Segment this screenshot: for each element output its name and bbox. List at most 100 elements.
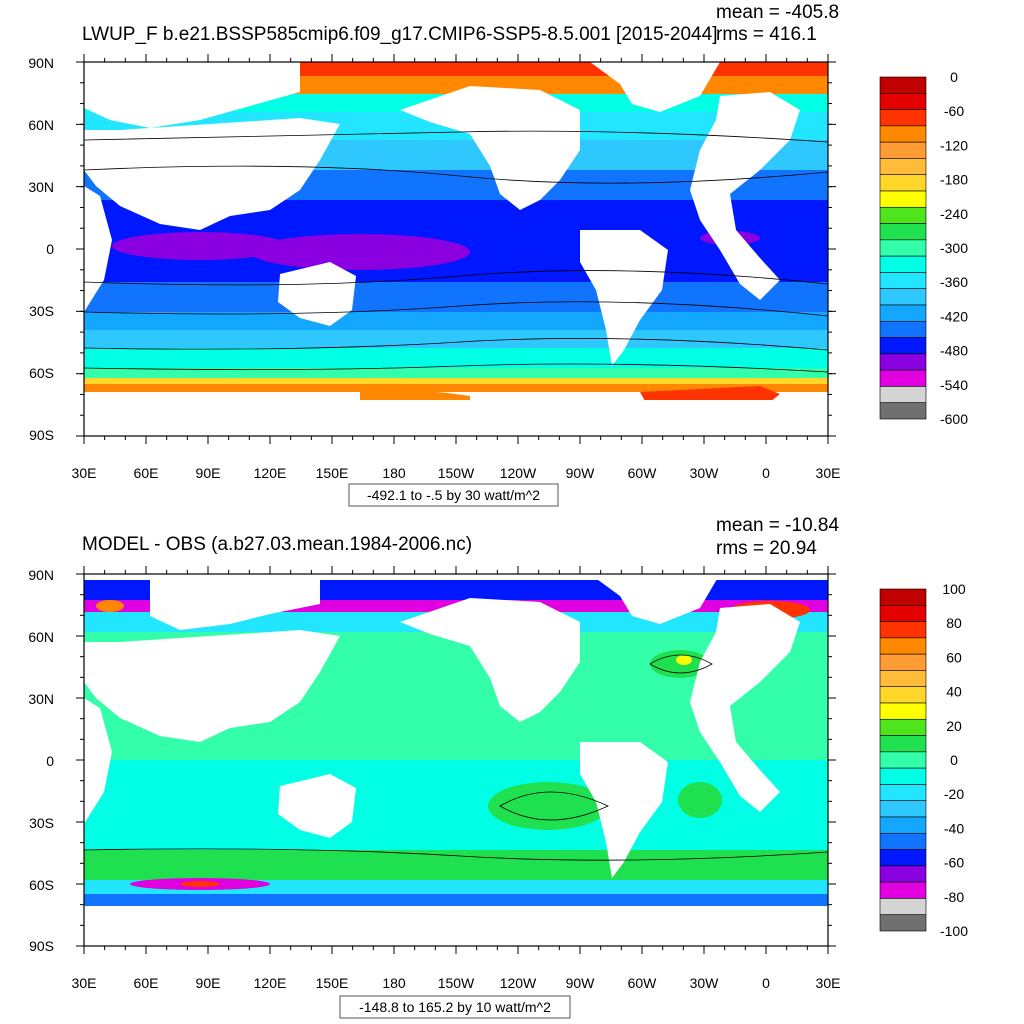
colorbar-label: 0: [950, 752, 958, 768]
bottom-colorbar: 100 80 60 40 20 0 -20 -40 -60 -80 -100: [879, 581, 968, 939]
lon-label: 120W: [500, 465, 537, 481]
lon-label: 60E: [134, 465, 159, 481]
colorbar-swatch: [879, 288, 927, 306]
colorbar-swatch: [879, 125, 927, 143]
top-panel-mean: mean = -405.8: [716, 2, 839, 23]
colorbar-swatch: [879, 865, 927, 883]
lon-label: 150W: [438, 975, 475, 991]
colorbar-swatch: [879, 239, 927, 257]
colorbar-label: -100: [940, 923, 968, 939]
colorbar-swatch: [879, 190, 927, 208]
colorbar-swatch: [879, 621, 927, 639]
bottom-panel-mean: mean = -10.84: [716, 515, 839, 536]
lat-label-60n: 60N: [28, 629, 54, 645]
lat-label-30s: 30S: [29, 303, 54, 319]
colorbar-label: -120: [940, 137, 968, 153]
lat-label-30n: 30N: [28, 691, 54, 707]
lat-label-90n: 90N: [28, 55, 54, 71]
bottom-lon-labels: 30E 60E 90E 120E 150E 180 150W 120W 90W 60W 30W 0 30…: [72, 975, 841, 991]
bottom-panel-rms: rms = 20.94: [716, 538, 817, 559]
bottom-range-box: [339, 995, 571, 1019]
colorbar-swatch: [879, 109, 927, 127]
colorbar-swatch: [879, 735, 927, 753]
colorbar-label: 0: [950, 69, 958, 85]
colorbar-swatch: [879, 702, 927, 720]
colorbar-label: 40: [946, 684, 962, 700]
colorbar-label: -420: [940, 308, 968, 324]
top-lat-labels: 90N 60N 30N 0 30S 60S 90S: [28, 55, 54, 443]
colorbar-swatch: [879, 670, 927, 688]
colorbar-swatch: [879, 849, 927, 867]
colorbar-swatch: [879, 784, 927, 802]
bottom-panel-title: MODEL - OBS (a.b27.03.mean.1984-2006.nc): [82, 534, 472, 555]
lon-label: 30W: [690, 465, 720, 481]
lon-label: 90E: [196, 975, 221, 991]
lon-label: 60W: [628, 465, 658, 481]
colorbar-swatch: [879, 206, 927, 224]
top-panel-rms: rms = 416.1: [716, 24, 817, 45]
lon-label: 30E: [816, 975, 841, 991]
bottom-panel: MODEL - OBS (a.b27.03.mean.1984-2006.nc)…: [28, 515, 968, 1019]
colorbar-swatch: [879, 337, 927, 355]
lon-label: 120E: [254, 465, 287, 481]
colorbar-swatch: [879, 223, 927, 241]
lon-label: 180: [382, 465, 406, 481]
top-map-ticks: [76, 54, 836, 444]
colorbar-swatch: [879, 304, 927, 322]
colorbar-swatch: [879, 881, 927, 899]
lon-label: 30E: [72, 975, 97, 991]
top-range-caption: -492.1 to -.5 by 30 watt/m^2: [367, 487, 540, 503]
lon-label: 60W: [628, 975, 658, 991]
colorbar-swatch: [879, 653, 927, 671]
colorbar-swatch: [879, 402, 927, 420]
lat-label-90n: 90N: [28, 567, 54, 583]
lat-label-60n: 60N: [28, 117, 54, 133]
lat-label-0: 0: [46, 753, 54, 769]
colorbar-swatch: [879, 92, 927, 110]
lon-label: 120W: [500, 975, 537, 991]
bottom-map-ticks: [76, 566, 836, 954]
colorbar-label: -300: [940, 240, 968, 256]
colorbar-swatch: [879, 158, 927, 176]
colorbar-swatch: [879, 320, 927, 338]
lat-label-30n: 30N: [28, 179, 54, 195]
colorbar-label: 60: [946, 649, 962, 665]
lon-label: 120E: [254, 975, 287, 991]
lon-label: 30W: [690, 975, 720, 991]
top-panel: LWUP_F b.e21.BSSP585cmip6.f09_g17.CMIP6-…: [28, 2, 968, 507]
colorbar-swatch: [879, 588, 927, 606]
colorbar-swatch: [879, 272, 927, 290]
top-panel-title: LWUP_F b.e21.BSSP585cmip6.f09_g17.CMIP6-…: [82, 24, 717, 45]
lat-label-60s: 60S: [29, 877, 54, 893]
lon-label: 0: [762, 465, 770, 481]
colorbar-swatch: [879, 76, 927, 94]
colorbar-swatch: [879, 255, 927, 273]
colorbar-swatch: [879, 141, 927, 159]
colorbar-swatch: [879, 767, 927, 785]
colorbar-swatch: [879, 386, 927, 404]
top-range-box: [348, 483, 559, 507]
lon-label: 30E: [72, 465, 97, 481]
bottom-lat-labels: 90N 60N 30N 0 30S 60S 90S: [28, 567, 54, 954]
top-colorbar: 0 -60 -120 -180 -240 -300 -360 -420 -480 -540 -600: [879, 69, 968, 427]
lon-label: 90W: [566, 465, 596, 481]
lon-label: 150E: [316, 975, 349, 991]
lat-label-0: 0: [46, 241, 54, 257]
colorbar-label: -60: [944, 103, 964, 119]
lon-label: 90E: [196, 465, 221, 481]
lat-label-90s: 90S: [29, 938, 54, 954]
lon-label: 30E: [816, 465, 841, 481]
colorbar-label: -20: [944, 786, 964, 802]
colorbar-swatch: [879, 898, 927, 916]
colorbar-label: -40: [944, 820, 964, 836]
colorbar-swatch: [879, 637, 927, 655]
top-map-field: [84, 62, 828, 436]
lat-label-60s: 60S: [29, 365, 54, 381]
colorbar-label: 80: [946, 615, 962, 631]
bottom-range-caption: -148.8 to 165.2 by 10 watt/m^2: [359, 999, 551, 1015]
colorbar-swatch: [879, 816, 927, 834]
lat-label-30s: 30S: [29, 815, 54, 831]
colorbar-label: -180: [940, 172, 968, 188]
colorbar-label: -240: [940, 206, 968, 222]
